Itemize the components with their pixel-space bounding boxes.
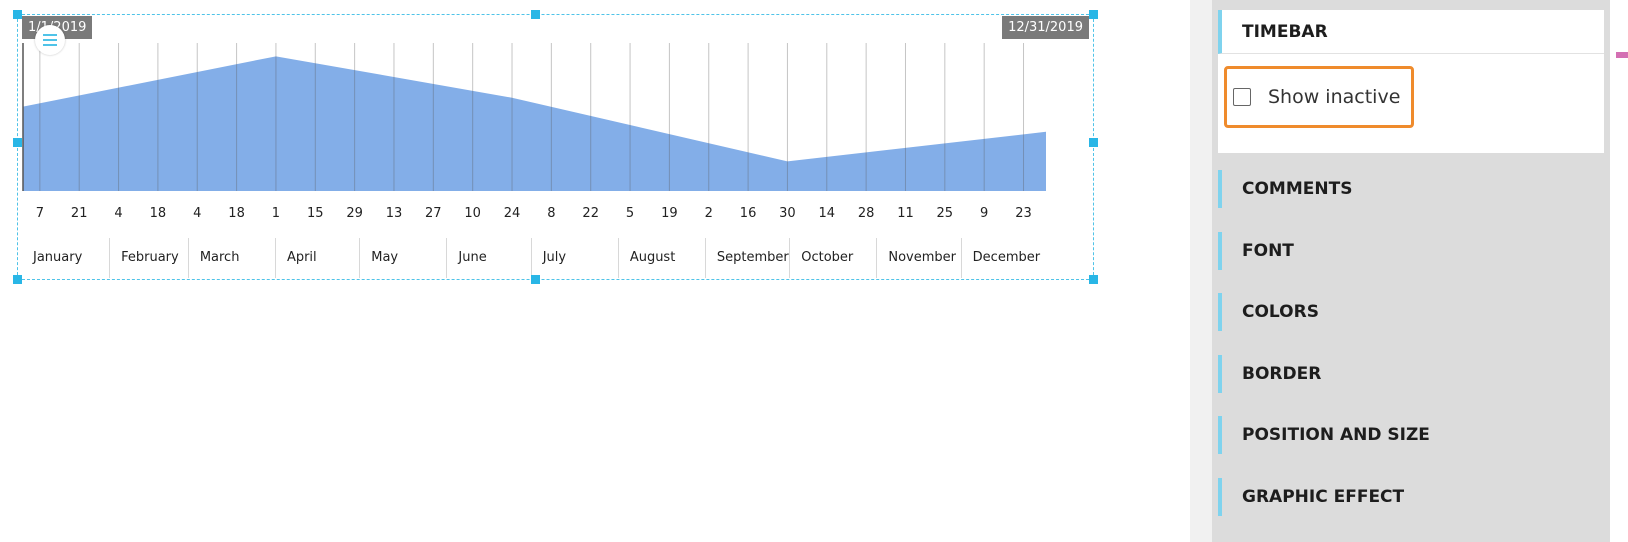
panel-scroll-area <box>1610 0 1628 542</box>
section-graphic-effect-label: GRAPHIC EFFECT <box>1242 487 1405 507</box>
timebar-section: TIMEBAR Show inactive <box>1218 10 1604 153</box>
month-label: June <box>446 238 530 278</box>
month-label: September <box>704 238 789 278</box>
resize-handle-right[interactable] <box>1089 138 1098 147</box>
resize-handle-bottom[interactable] <box>531 275 540 284</box>
day-tick-label: 4 <box>114 206 123 221</box>
section-border[interactable]: BORDER <box>1218 355 1604 393</box>
show-inactive-checkbox[interactable] <box>1233 88 1251 106</box>
month-label: August <box>617 238 705 278</box>
day-tick-label: 4 <box>193 206 202 221</box>
month-label: December <box>960 238 1045 278</box>
resize-handle-top-right[interactable] <box>1089 10 1098 19</box>
month-label: March <box>187 238 275 278</box>
show-inactive-label: Show inactive <box>1268 86 1401 108</box>
section-border-label: BORDER <box>1242 364 1322 384</box>
day-tick-label: 7 <box>35 206 44 221</box>
section-font[interactable]: FONT <box>1218 232 1604 270</box>
day-tick-label: 22 <box>582 206 599 221</box>
resize-handle-bottom-right[interactable] <box>1089 275 1098 284</box>
hamburger-icon <box>43 34 57 36</box>
month-label: July <box>530 238 618 278</box>
section-colors[interactable]: COLORS <box>1218 293 1604 331</box>
section-comments[interactable]: COMMENTS <box>1218 170 1604 208</box>
day-tick-label: 24 <box>503 206 521 221</box>
panel-gutter <box>1190 0 1212 542</box>
hamburger-icon-line <box>43 39 57 41</box>
section-position-and-size-label: POSITION AND SIZE <box>1242 425 1430 445</box>
show-inactive-option[interactable]: Show inactive <box>1224 66 1414 128</box>
day-tick-label: 13 <box>385 206 403 221</box>
month-label: April <box>274 238 359 278</box>
day-tick-label: 10 <box>464 206 481 221</box>
hamburger-icon-line <box>43 44 57 46</box>
month-label: January <box>33 250 83 265</box>
day-tick-label: 29 <box>346 206 363 221</box>
resize-handle-bottom-left[interactable] <box>13 275 22 284</box>
day-tick-label: 30 <box>779 206 796 221</box>
day-tick-label: 23 <box>1015 206 1032 221</box>
resize-handle-top[interactable] <box>531 10 540 19</box>
timebar-widget[interactable]: 1/1/2019 12/31/2019 72141841811529132710… <box>13 10 1098 284</box>
day-tick-label: 14 <box>818 206 836 221</box>
day-tick-label: 1 <box>271 206 281 221</box>
day-tick-label: 28 <box>857 206 875 221</box>
section-font-label: FONT <box>1242 241 1294 261</box>
section-colors-label: COLORS <box>1242 302 1319 322</box>
month-label: October <box>789 238 876 278</box>
month-label: May <box>359 238 446 278</box>
timebar-chart <box>22 43 1046 191</box>
scroll-marker <box>1616 52 1628 58</box>
end-date-label: 12/31/2019 <box>1002 16 1089 39</box>
timebar-menu-button[interactable] <box>35 25 65 55</box>
timebar-section-header[interactable]: TIMEBAR <box>1218 10 1604 54</box>
resize-handle-left[interactable] <box>13 138 22 147</box>
day-tick-label: 27 <box>425 206 442 221</box>
day-tick-label: 25 <box>936 206 954 221</box>
month-label: November <box>876 238 960 278</box>
day-tick-label: 18 <box>149 206 167 221</box>
day-tick-label: 5 <box>625 206 635 221</box>
section-comments-label: COMMENTS <box>1242 179 1353 199</box>
day-tick-label: 15 <box>307 206 324 221</box>
section-graphic-effect[interactable]: GRAPHIC EFFECT <box>1218 478 1604 516</box>
day-tick-label: 8 <box>547 206 556 221</box>
month-label: February <box>109 238 188 278</box>
timebar-area-series <box>23 56 1046 191</box>
properties-panel: TIMEBAR Show inactive COMMENTS FONT COLO… <box>1212 0 1610 542</box>
section-position-and-size[interactable]: POSITION AND SIZE <box>1218 416 1604 454</box>
resize-handle-top-left[interactable] <box>13 10 22 19</box>
day-tick-label: 2 <box>704 206 713 221</box>
month-row: January February March April May June July Augu… <box>22 15 1046 281</box>
timebar-section-title: TIMEBAR <box>1242 22 1328 42</box>
day-tick-label: 11 <box>897 206 914 221</box>
day-tick-label: 21 <box>70 206 88 221</box>
day-tick-label: 16 <box>739 206 757 221</box>
day-tick-label: 19 <box>661 206 678 221</box>
day-tick-label: 18 <box>228 206 245 221</box>
day-tick-label: 9 <box>980 206 989 221</box>
